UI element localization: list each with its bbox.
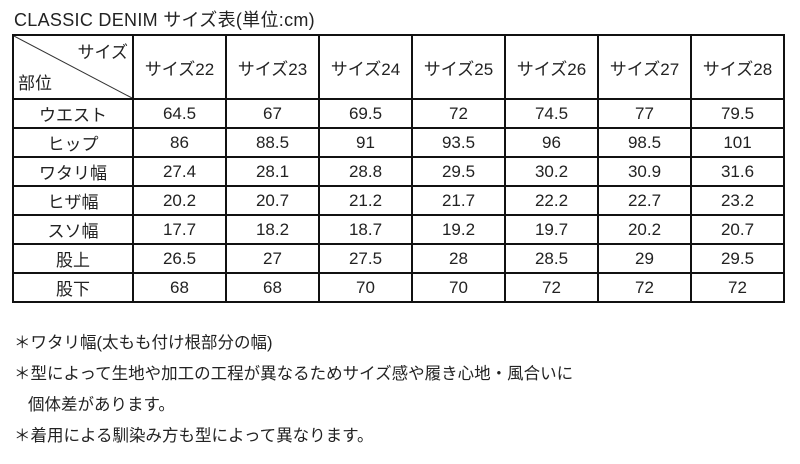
column-header: サイズ26 xyxy=(504,34,599,100)
table-cell: 20.7 xyxy=(690,214,785,245)
table-cell: 27.4 xyxy=(132,156,227,187)
table-cell: 70 xyxy=(318,272,413,303)
table-cell: 27.5 xyxy=(318,243,413,274)
table-cell: 28 xyxy=(411,243,506,274)
row-label: ヒザ幅 xyxy=(12,185,134,216)
notes: ＊ワタリ幅(太もも付け根部分の幅) ＊型によって生地や加工の工程が異なるためサイ… xyxy=(14,328,573,452)
column-header: サイズ23 xyxy=(225,34,320,100)
corner-size-label: サイズ xyxy=(77,43,129,62)
table-cell: 77 xyxy=(597,98,692,129)
table-header-row: サイズ 部位 サイズ22 サイズ23 サイズ24 サイズ25 サイズ26 サイズ… xyxy=(12,34,785,100)
table-cell: 28.5 xyxy=(504,243,599,274)
note: 個体差があります。 xyxy=(28,396,175,414)
table-cell: 86 xyxy=(132,127,227,158)
column-header: サイズ22 xyxy=(132,34,227,100)
table-cell: 29 xyxy=(597,243,692,274)
table-cell: 20.7 xyxy=(225,185,320,216)
table-cell: 72 xyxy=(597,272,692,303)
table-row: スソ幅 17.7 18.2 18.7 19.2 19.7 20.2 20.7 xyxy=(12,214,785,245)
table-cell: 20.2 xyxy=(132,185,227,216)
table-cell: 31.6 xyxy=(690,156,785,187)
table-cell: 29.5 xyxy=(411,156,506,187)
table-cell: 30.9 xyxy=(597,156,692,187)
table-cell: 22.7 xyxy=(597,185,692,216)
table-row: 股上 26.5 27 27.5 28 28.5 29 29.5 xyxy=(12,243,785,274)
row-label: 股上 xyxy=(12,243,134,274)
table-cell: 21.2 xyxy=(318,185,413,216)
table-cell: 88.5 xyxy=(225,127,320,158)
row-label: ヒップ xyxy=(12,127,134,158)
row-label: ワタリ幅 xyxy=(12,156,134,187)
table-cell: 68 xyxy=(132,272,227,303)
note: ＊ワタリ幅(太もも付け根部分の幅) xyxy=(14,334,273,352)
table-row: 股下 68 68 70 70 72 72 72 xyxy=(12,272,785,303)
table-cell: 18.7 xyxy=(318,214,413,245)
table-cell: 20.2 xyxy=(597,214,692,245)
table-cell: 74.5 xyxy=(504,98,599,129)
table-cell: 68 xyxy=(225,272,320,303)
table-cell: 26.5 xyxy=(132,243,227,274)
table-cell: 72 xyxy=(690,272,785,303)
column-header: サイズ27 xyxy=(597,34,692,100)
table-cell: 91 xyxy=(318,127,413,158)
diagonal-divider xyxy=(14,36,132,98)
table-row: ヒザ幅 20.2 20.7 21.2 21.7 22.2 22.7 23.2 xyxy=(12,185,785,216)
corner-part-label: 部位 xyxy=(18,74,52,93)
column-header: サイズ24 xyxy=(318,34,413,100)
table-cell: 21.7 xyxy=(411,185,506,216)
table-cell: 28.1 xyxy=(225,156,320,187)
table-cell: 67 xyxy=(225,98,320,129)
note: ＊型によって生地や加工の工程が異なるためサイズ感や履き心地・風合いに xyxy=(14,365,574,383)
table-cell: 72 xyxy=(504,272,599,303)
table-cell: 72 xyxy=(411,98,506,129)
table-row: ワタリ幅 27.4 28.1 28.8 29.5 30.2 30.9 31.6 xyxy=(12,156,785,187)
corner-cell: サイズ 部位 xyxy=(12,34,134,100)
table-cell: 17.7 xyxy=(132,214,227,245)
size-table: サイズ 部位 サイズ22 サイズ23 サイズ24 サイズ25 サイズ26 サイズ… xyxy=(12,34,785,303)
table-cell: 98.5 xyxy=(597,127,692,158)
table-cell: 28.8 xyxy=(318,156,413,187)
table-cell: 30.2 xyxy=(504,156,599,187)
note: ＊着用による馴染み方も型によって異なります。 xyxy=(14,427,374,445)
table-cell: 70 xyxy=(411,272,506,303)
table-cell: 19.7 xyxy=(504,214,599,245)
column-header: サイズ25 xyxy=(411,34,506,100)
table-cell: 19.2 xyxy=(411,214,506,245)
table-row: ウエスト 64.5 67 69.5 72 74.5 77 79.5 xyxy=(12,98,785,129)
page-title: CLASSIC DENIM サイズ表(単位:cm) xyxy=(14,10,315,30)
table-cell: 23.2 xyxy=(690,185,785,216)
row-label: ウエスト xyxy=(12,98,134,129)
table-cell: 93.5 xyxy=(411,127,506,158)
table-cell: 79.5 xyxy=(690,98,785,129)
table-cell: 29.5 xyxy=(690,243,785,274)
table-cell: 64.5 xyxy=(132,98,227,129)
table-cell: 27 xyxy=(225,243,320,274)
table-cell: 18.2 xyxy=(225,214,320,245)
table-cell: 101 xyxy=(690,127,785,158)
column-header: サイズ28 xyxy=(690,34,785,100)
table-row: ヒップ 86 88.5 91 93.5 96 98.5 101 xyxy=(12,127,785,158)
row-label: スソ幅 xyxy=(12,214,134,245)
table-cell: 69.5 xyxy=(318,98,413,129)
table-cell: 96 xyxy=(504,127,599,158)
table-cell: 22.2 xyxy=(504,185,599,216)
row-label: 股下 xyxy=(12,272,134,303)
